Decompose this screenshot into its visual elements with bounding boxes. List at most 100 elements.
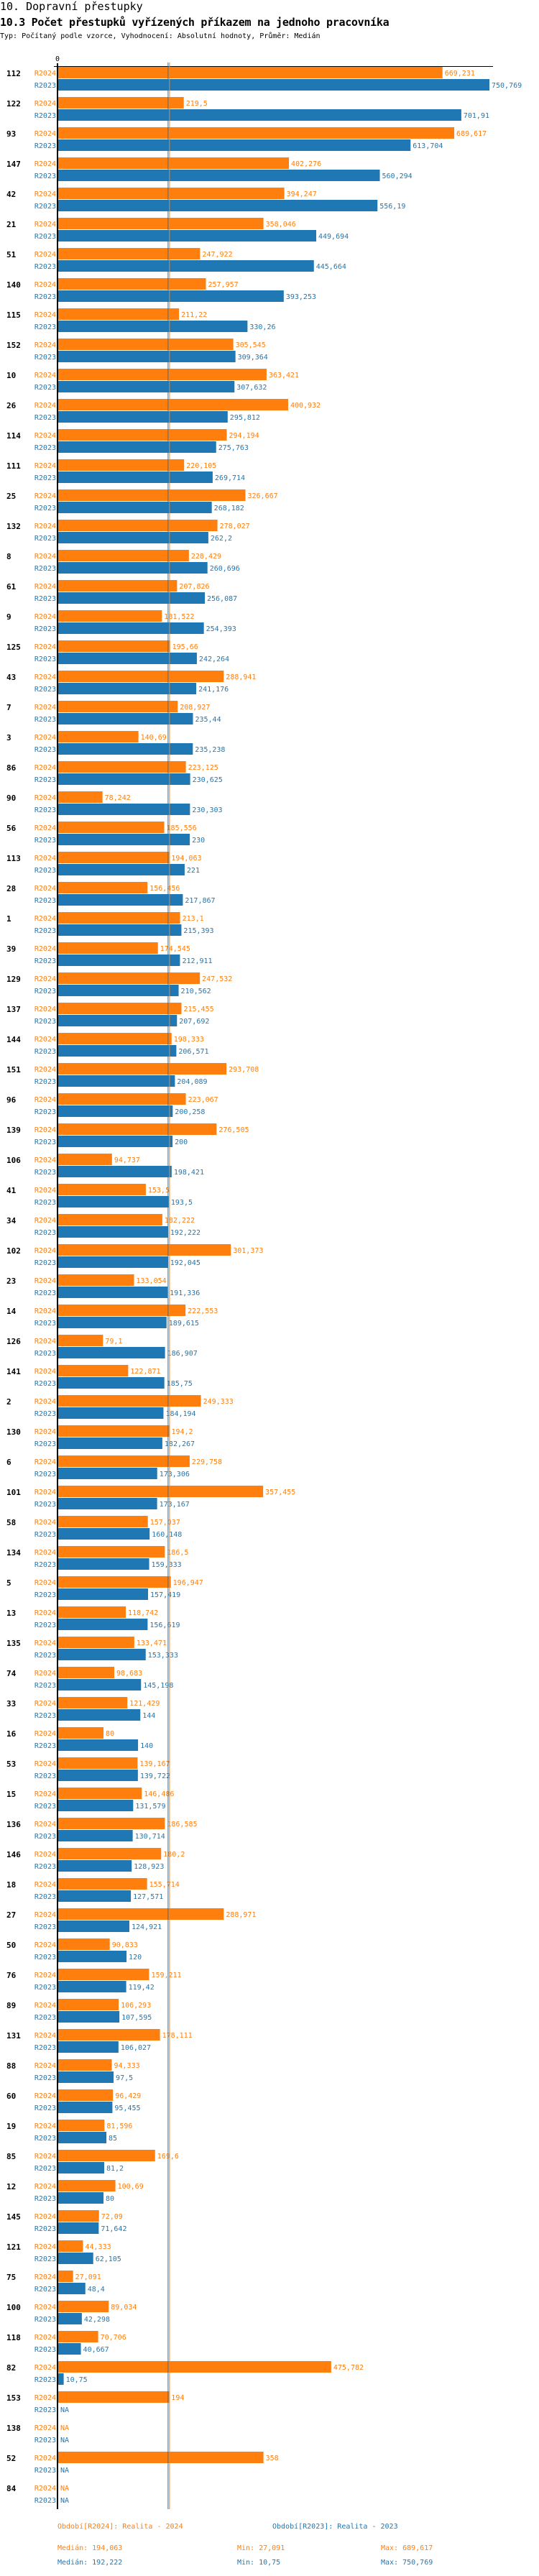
series-label-r2023: R2023 [34, 1712, 56, 1720]
bar-r2023 [57, 532, 208, 543]
data-label-r2023: 40,667 [83, 2346, 109, 2354]
bar-r2024 [57, 1576, 171, 1588]
bar-r2023 [57, 1377, 165, 1389]
bar-r2024 [57, 2210, 99, 2222]
bar-r2023 [57, 2102, 113, 2113]
bar-r2024 [57, 1486, 264, 1497]
bar-r2023 [57, 924, 182, 936]
data-label-r2024: 178,111 [162, 2032, 193, 2040]
series-label-r2024: R2024 [34, 794, 56, 802]
bar-r2024 [57, 1003, 182, 1014]
data-label-r2024: 194,2 [171, 1428, 193, 1436]
category-label: 28 [6, 884, 16, 893]
data-label-r2024: 215,455 [183, 1006, 213, 1013]
bar-r2024 [57, 1154, 112, 1165]
category-label: 50 [6, 1941, 16, 1950]
bar-r2024 [57, 1878, 147, 1890]
data-label-r2024: 247,922 [202, 251, 232, 259]
series-label-r2024: R2024 [34, 583, 56, 591]
data-label-r2024: 223,125 [188, 764, 218, 772]
data-label-r2023: 173,167 [160, 1501, 190, 1509]
series-label-r2023: R2023 [34, 354, 56, 362]
bar-r2024 [57, 429, 227, 441]
data-label-r2023: 242,264 [199, 656, 229, 663]
data-label-r2023: 128,923 [134, 1863, 164, 1871]
series-label-r2023: R2023 [34, 1591, 56, 1599]
bar-r2023 [57, 1045, 177, 1057]
category-label: 111 [6, 461, 21, 471]
data-label-r2024: 96,429 [115, 2092, 141, 2100]
series-label-r2023: R2023 [34, 1018, 56, 1026]
data-label-r2023: 130,714 [135, 1833, 165, 1841]
data-label-r2023: 193,5 [171, 1199, 193, 1207]
series-label-r2023: R2023 [34, 2135, 56, 2143]
series-label-r2024: R2024 [34, 2243, 56, 2251]
bar-r2024 [57, 2240, 83, 2252]
data-label-r2023: 189,615 [169, 1320, 199, 1328]
bar-r2024 [57, 1788, 142, 1799]
series-label-r2024: R2024 [34, 1609, 56, 1617]
data-label-r2024: 213,1 [183, 915, 204, 923]
category-label: 60 [6, 2092, 16, 2101]
data-label-r2023: 217,867 [185, 897, 215, 905]
data-label-r2024: 174,545 [160, 945, 190, 953]
bar-r2024 [57, 972, 201, 984]
bar-r2024 [57, 1606, 126, 1618]
r2023-max-stat: Max: 750,769 [381, 2559, 433, 2567]
series-label-r2024: R2024 [34, 1006, 56, 1013]
data-label-r2024: 305,545 [236, 341, 266, 349]
bar-r2024 [57, 1908, 224, 1920]
category-label: 51 [6, 250, 17, 259]
data-label-r2023: 62,105 [96, 2255, 121, 2263]
bar-r2024 [57, 942, 158, 954]
series-label-r2023: R2023 [34, 2014, 56, 2022]
data-label-r2024: 257,957 [208, 281, 238, 289]
category-label: 3 [6, 733, 11, 742]
series-label-r2024: R2024 [34, 492, 56, 500]
series-label-r2023: R2023 [34, 1652, 56, 1660]
series-label-r2023: R2023 [34, 1169, 56, 1177]
series-label-r2024: R2024 [34, 70, 56, 78]
category-label: 27 [6, 1910, 16, 1920]
category-label: 147 [6, 160, 21, 169]
series-label-r2024: R2024 [34, 2485, 56, 2493]
series-label-r2024: R2024 [34, 764, 56, 772]
bar-r2024 [57, 1305, 186, 1316]
bar-r2024 [57, 2331, 98, 2342]
category-label: 13 [6, 1609, 16, 1618]
series-label-r2024: R2024 [34, 311, 56, 319]
category-label: 74 [6, 1669, 17, 1678]
series-label-r2024: R2024 [34, 2213, 56, 2221]
bar-r2024 [57, 1214, 162, 1225]
data-label-r2023: 275,763 [218, 444, 249, 452]
bar-r2023 [57, 985, 179, 996]
series-label-r2023: R2023 [34, 112, 56, 120]
category-label: 96 [6, 1095, 17, 1105]
series-label-r2024: R2024 [34, 2424, 56, 2432]
series-label-r2023: R2023 [34, 1138, 56, 1146]
bar-r2023 [57, 1226, 168, 1238]
bar-r2024 [57, 459, 185, 471]
data-label-r2023: 159,333 [152, 1561, 182, 1569]
bar-r2023 [57, 411, 228, 423]
bar-r2023 [57, 79, 489, 91]
series-label-r2023: R2023 [34, 142, 56, 150]
bar-r2023 [57, 713, 193, 724]
data-label-r2024: 249,333 [203, 1398, 234, 1406]
data-label-r2023: 192,222 [170, 1229, 201, 1237]
series-label-r2024: R2024 [34, 1549, 56, 1557]
bar-r2023 [57, 200, 378, 211]
bar-r2023 [57, 2343, 81, 2355]
data-label-r2024: 222,553 [188, 1307, 218, 1315]
data-label-r2023: 235,44 [195, 716, 221, 724]
bar-r2024 [57, 2180, 116, 2191]
bar-r2023 [57, 743, 193, 755]
bar-r2024 [57, 912, 180, 924]
data-label-r2024: 208,927 [180, 704, 210, 712]
series-label-r2024: R2024 [34, 1972, 56, 1979]
series-label-r2023: R2023 [34, 1984, 56, 1992]
bar-r2023 [57, 472, 213, 483]
category-label: 25 [6, 492, 16, 501]
series-label-r2024: R2024 [34, 2092, 56, 2100]
data-label-r2024: 94,333 [114, 2062, 140, 2070]
